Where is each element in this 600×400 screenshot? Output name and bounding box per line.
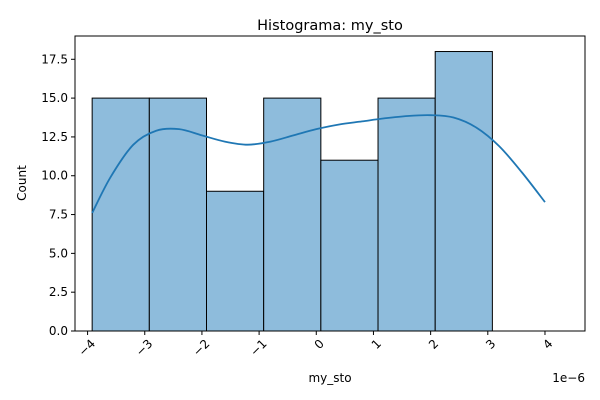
histogram-bar-2 [206, 190, 265, 332]
chart-title: Histograma: my_sto [257, 18, 403, 34]
histogram-bar-4 [320, 159, 379, 332]
x-tick-label: 0 [312, 337, 327, 352]
kde-curve [91, 114, 546, 214]
histogram-bar-6 [434, 51, 493, 332]
y-tick-label: 17.5 [41, 52, 68, 66]
y-tick-label: 7.5 [49, 208, 68, 222]
histogram-bar-1 [148, 97, 208, 332]
x-tick-label: −3 [133, 337, 155, 359]
y-tick-label: 2.5 [49, 285, 68, 299]
y-tick-label: 5.0 [49, 246, 68, 260]
x-tick-label: −2 [190, 337, 212, 359]
histogram-bar-0 [91, 97, 150, 332]
plot-frame [74, 35, 586, 332]
x-tick-label: 3 [483, 337, 498, 352]
x-axis-title: my_sto [308, 371, 351, 385]
y-tick-label: 15.0 [41, 91, 68, 105]
x-axis-multiplier: 1e−6 [552, 371, 585, 385]
x-tick-label: 1 [369, 337, 384, 352]
y-tick-label: 12.5 [41, 130, 68, 144]
y-axis-title: Count [15, 165, 29, 201]
y-tick-label: 0.0 [49, 324, 68, 338]
x-tick-label: 2 [426, 337, 441, 352]
histogram-bar-3 [263, 97, 322, 332]
kde-layer [91, 114, 546, 214]
x-tick-label: 4 [540, 337, 555, 352]
y-tick-label: 10.0 [41, 169, 68, 183]
histogram-bar-5 [377, 97, 436, 332]
x-tick-label: −1 [247, 337, 269, 359]
x-tick-label: −4 [76, 337, 98, 359]
bars-layer [91, 51, 493, 332]
